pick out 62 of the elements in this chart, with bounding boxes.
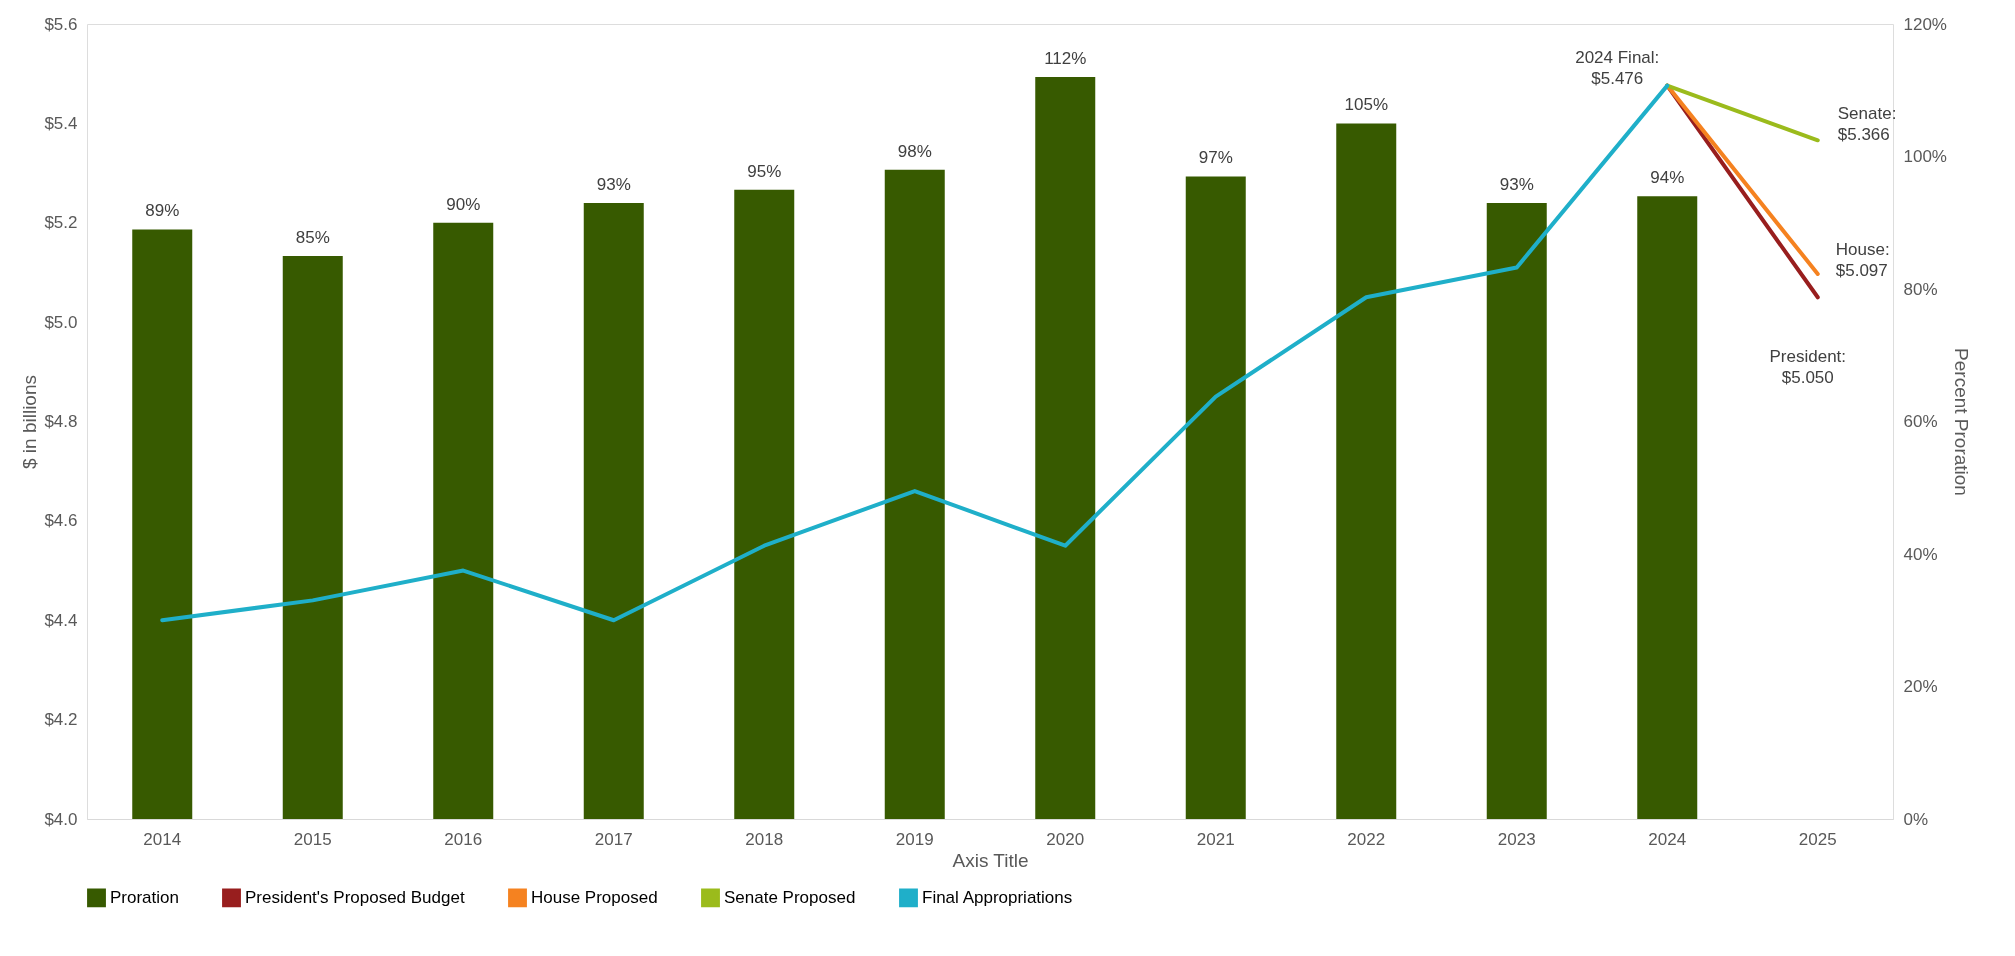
data-label: 93% bbox=[596, 174, 631, 194]
y-tick-label: $4.0 bbox=[44, 809, 78, 829]
bar bbox=[1035, 77, 1096, 819]
annotation: 2024 Final: $5.476 bbox=[1575, 47, 1660, 88]
data-label: 105% bbox=[1344, 95, 1388, 115]
y-tick-label: $4.2 bbox=[44, 710, 78, 730]
x-tick-label: 2019 bbox=[895, 829, 934, 849]
y2-tick-label: 40% bbox=[1903, 544, 1938, 564]
x-axis-title: Axis Title bbox=[952, 849, 1029, 871]
data-label: 95% bbox=[747, 161, 782, 181]
y-tick-label: $4.4 bbox=[44, 610, 78, 630]
x-tick-label: 2025 bbox=[1798, 829, 1837, 849]
y-tick-label: $4.8 bbox=[44, 412, 78, 431]
bar bbox=[1336, 123, 1397, 819]
bar bbox=[1185, 176, 1246, 819]
y-tick-label: $5.6 bbox=[44, 14, 78, 34]
legend-label: Senate Proposed bbox=[724, 887, 856, 907]
y-axis-title: $ in billions bbox=[19, 375, 41, 469]
legend-label: House Proposed bbox=[531, 887, 658, 907]
bar bbox=[282, 255, 343, 819]
data-label: 93% bbox=[1499, 174, 1534, 194]
y2-tick-label: 80% bbox=[1903, 279, 1938, 299]
y-tick-label: $4.6 bbox=[44, 511, 78, 531]
data-label: 85% bbox=[295, 227, 330, 247]
bar bbox=[734, 189, 795, 819]
y2-tick-label: 120% bbox=[1903, 14, 1947, 34]
x-tick-label: 2014 bbox=[143, 829, 182, 849]
y2-axis-title: Percent Proration bbox=[1950, 348, 1972, 496]
data-label: 89% bbox=[145, 201, 180, 221]
x-tick-label: 2023 bbox=[1497, 829, 1536, 849]
bar bbox=[132, 229, 193, 819]
bar bbox=[1486, 202, 1547, 819]
annotation: House: $5.097 bbox=[1835, 239, 1890, 280]
y2-tick-label: 20% bbox=[1903, 677, 1938, 696]
bar bbox=[433, 222, 494, 819]
data-label: 94% bbox=[1650, 168, 1685, 188]
data-label: 90% bbox=[446, 194, 481, 214]
legend-label: Final Appropriations bbox=[922, 887, 1073, 907]
legend-label: President's Proposed Budget bbox=[245, 887, 465, 907]
x-tick-label: 2024 bbox=[1648, 829, 1687, 849]
data-label: 112% bbox=[1044, 49, 1087, 68]
bar bbox=[583, 202, 644, 819]
annotation: Senate: $5.366 bbox=[1837, 104, 1897, 145]
x-tick-label: 2015 bbox=[293, 829, 332, 849]
x-tick-label: 2016 bbox=[444, 829, 483, 849]
y-tick-label: $5.0 bbox=[44, 312, 78, 332]
legend-label: Proration bbox=[110, 887, 179, 907]
annotation: President: $5.050 bbox=[1769, 347, 1847, 388]
y-tick-label: $5.4 bbox=[44, 113, 78, 133]
x-tick-label: 2018 bbox=[745, 829, 784, 849]
data-label: 98% bbox=[897, 141, 932, 161]
x-tick-label: 2021 bbox=[1196, 829, 1235, 849]
bar bbox=[884, 169, 945, 819]
y2-tick-label: 0% bbox=[1903, 809, 1929, 829]
data-label: 97% bbox=[1198, 148, 1233, 168]
y2-tick-label: 60% bbox=[1903, 412, 1938, 431]
y-tick-label: $5.2 bbox=[44, 213, 78, 233]
bar bbox=[1637, 196, 1698, 819]
x-tick-label: 2020 bbox=[1046, 829, 1085, 849]
x-tick-label: 2017 bbox=[594, 829, 633, 849]
x-tick-label: 2022 bbox=[1347, 829, 1386, 849]
y2-tick-label: 100% bbox=[1903, 147, 1947, 166]
